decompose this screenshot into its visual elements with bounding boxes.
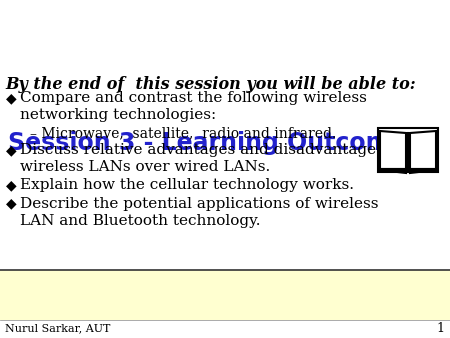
- FancyBboxPatch shape: [0, 270, 450, 320]
- Text: Nurul Sarkar, AUT: Nurul Sarkar, AUT: [5, 323, 110, 333]
- Text: 1: 1: [436, 321, 444, 335]
- Text: ◆: ◆: [6, 197, 17, 211]
- Text: – Microwave,  satellite,  radio and infrared.: – Microwave, satellite, radio and infrar…: [30, 126, 336, 140]
- Text: Compare and contrast the following wireless
networking technologies:: Compare and contrast the following wirel…: [20, 91, 367, 122]
- Text: By the end of  this session you will be able to:: By the end of this session you will be a…: [5, 76, 416, 93]
- Text: ◆: ◆: [6, 91, 17, 105]
- Text: ◆: ◆: [6, 178, 17, 192]
- Text: Session 3 - Learning Outcomes: Session 3 - Learning Outcomes: [8, 131, 420, 155]
- Text: Discuss relative advantages and disadvantages of
wireless LANs over wired LANs.: Discuss relative advantages and disadvan…: [20, 143, 404, 174]
- Text: Describe the potential applications of wireless
LAN and Bluetooth technology.: Describe the potential applications of w…: [20, 197, 378, 227]
- Text: Explain how the cellular technology works.: Explain how the cellular technology work…: [20, 178, 354, 192]
- FancyBboxPatch shape: [0, 0, 450, 270]
- Polygon shape: [380, 131, 406, 173]
- Polygon shape: [410, 131, 436, 173]
- Text: ◆: ◆: [6, 143, 17, 157]
